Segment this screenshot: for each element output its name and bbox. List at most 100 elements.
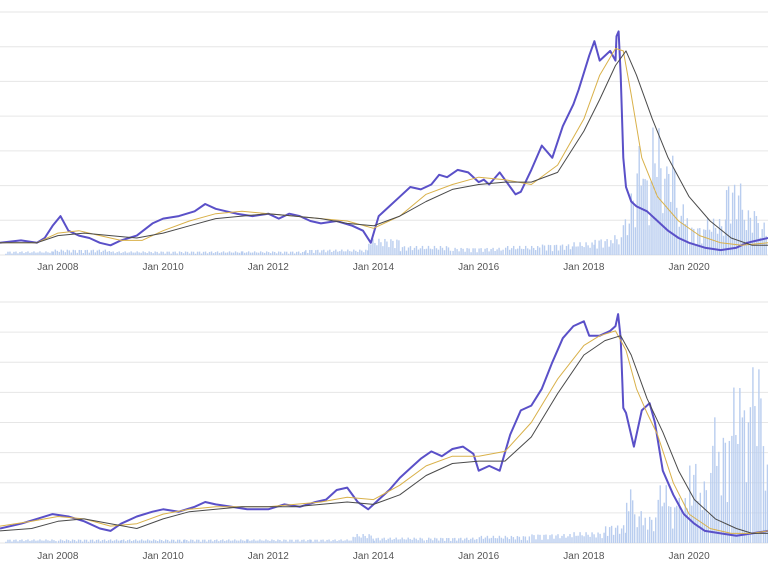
volume-bar bbox=[720, 495, 723, 543]
volume-bar bbox=[29, 540, 31, 543]
volume-bar bbox=[428, 537, 430, 543]
volume-bar bbox=[614, 235, 616, 255]
x-tick-label: Jan 2012 bbox=[248, 262, 290, 273]
volume-bar bbox=[154, 540, 157, 543]
volume-bar bbox=[51, 251, 53, 255]
volume-bar bbox=[198, 539, 200, 543]
volume-bar bbox=[309, 539, 311, 543]
volume-bar bbox=[120, 539, 123, 543]
volume-bar bbox=[379, 540, 381, 543]
volume-bar bbox=[585, 242, 587, 255]
volume-bar bbox=[387, 538, 389, 543]
volume-bar bbox=[520, 248, 523, 255]
volume-bar bbox=[108, 250, 111, 255]
volume-bar bbox=[575, 246, 577, 255]
x-tick-label: Jan 2020 bbox=[669, 262, 711, 273]
volume-bar bbox=[352, 536, 354, 543]
volume-bar bbox=[220, 540, 222, 543]
volume-bar bbox=[222, 251, 225, 255]
volume-bar bbox=[524, 536, 527, 543]
volume-bar bbox=[543, 245, 546, 255]
volume-bar bbox=[122, 539, 125, 543]
volume-bar bbox=[68, 250, 71, 255]
volume-bar bbox=[454, 247, 456, 255]
volume-bar bbox=[419, 537, 421, 543]
volume-bar bbox=[534, 250, 537, 255]
volume-bar bbox=[512, 245, 515, 255]
volume-bar bbox=[591, 532, 593, 543]
volume-bar bbox=[259, 251, 262, 255]
volume-bar bbox=[333, 250, 335, 255]
volume-bar bbox=[312, 541, 314, 543]
volume-bar bbox=[640, 511, 642, 543]
volume-bar bbox=[77, 539, 80, 543]
volume-bar bbox=[310, 539, 312, 543]
volume-bar bbox=[65, 539, 68, 543]
volume-bar bbox=[674, 169, 676, 255]
volume-bar bbox=[417, 249, 420, 255]
volume-bar bbox=[458, 251, 460, 255]
volume-bar bbox=[676, 207, 678, 255]
volume-bar bbox=[216, 539, 218, 543]
volume-bar bbox=[758, 369, 760, 543]
x-tick-label: Jan 2018 bbox=[563, 262, 605, 273]
volume-bar bbox=[409, 246, 412, 255]
volume-bar bbox=[339, 251, 341, 255]
volume-bar bbox=[216, 251, 219, 255]
volume-bar bbox=[287, 253, 290, 255]
volume-bar bbox=[445, 246, 448, 255]
volume-bar bbox=[695, 463, 697, 543]
volume-bar bbox=[706, 218, 709, 255]
volume-bar bbox=[559, 538, 561, 543]
volume-bar bbox=[377, 537, 379, 543]
volume-bar bbox=[305, 250, 307, 255]
volume-bar bbox=[684, 223, 686, 255]
volume-bar bbox=[206, 541, 208, 543]
volume-bar bbox=[184, 251, 187, 255]
volume-bar bbox=[363, 252, 365, 255]
volume-bar bbox=[581, 535, 583, 543]
volume-bar bbox=[35, 540, 37, 543]
volume-bar bbox=[543, 534, 545, 543]
volume-bar bbox=[636, 527, 638, 543]
volume-bar bbox=[536, 246, 539, 255]
volume-bar bbox=[218, 541, 220, 543]
volume-bar bbox=[417, 540, 419, 543]
volume-bar bbox=[435, 248, 438, 255]
volume-bar bbox=[659, 485, 661, 543]
volume-bar bbox=[731, 192, 734, 255]
volume-bar bbox=[577, 535, 579, 543]
volume-bar bbox=[9, 539, 11, 543]
volume-bar bbox=[755, 216, 758, 255]
volume-bar bbox=[393, 539, 395, 543]
volume-bar bbox=[132, 540, 135, 543]
volume-bar bbox=[718, 218, 721, 255]
volume-bar bbox=[624, 219, 627, 255]
volume-bar bbox=[15, 539, 17, 543]
volume-bar bbox=[362, 534, 364, 543]
volume-bar bbox=[516, 536, 519, 543]
volume-bar bbox=[541, 539, 543, 543]
volume-bar bbox=[474, 539, 476, 543]
volume-bar bbox=[314, 539, 316, 543]
volume-bar bbox=[484, 248, 486, 255]
volume-bar bbox=[120, 252, 122, 255]
volume-bar bbox=[112, 251, 114, 255]
volume-bar bbox=[482, 538, 485, 543]
volume-bar bbox=[678, 226, 680, 255]
volume-bar bbox=[419, 248, 422, 255]
volume-bar bbox=[224, 252, 227, 255]
volume-bar bbox=[627, 511, 630, 543]
volume-bar bbox=[128, 539, 131, 543]
volume-bar bbox=[166, 539, 169, 543]
volume-bar bbox=[285, 539, 287, 543]
volume-bar bbox=[321, 250, 323, 255]
volume-bar bbox=[460, 247, 462, 255]
volume-bar bbox=[265, 251, 268, 255]
volume-bar bbox=[263, 540, 265, 543]
volume-bar bbox=[309, 249, 311, 255]
volume-bar bbox=[176, 539, 179, 543]
volume-bar bbox=[604, 526, 607, 543]
volume-bar bbox=[178, 251, 181, 255]
volume-bar bbox=[291, 251, 294, 255]
